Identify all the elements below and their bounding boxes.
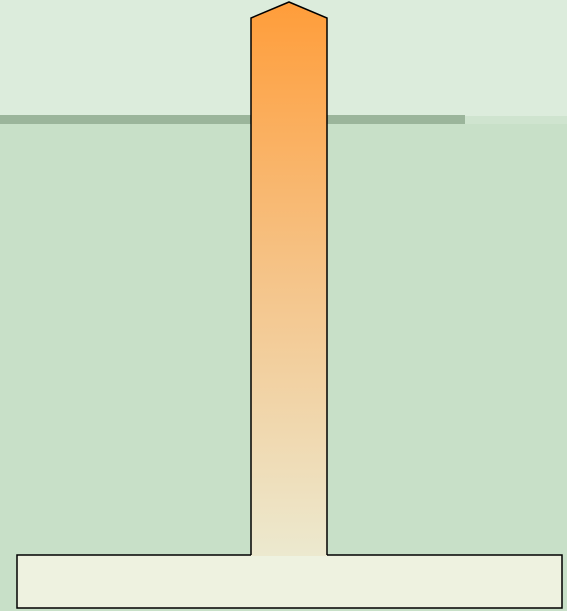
column-outline bbox=[250, 1, 328, 555]
divider-bar bbox=[0, 115, 465, 124]
column-fill bbox=[251, 2, 327, 556]
base bbox=[16, 554, 563, 609]
bar-gap bbox=[465, 116, 567, 124]
